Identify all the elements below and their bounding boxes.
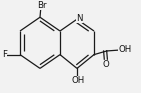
Text: F: F — [2, 50, 7, 59]
Text: OH: OH — [71, 76, 84, 85]
Text: N: N — [76, 14, 83, 23]
Text: OH: OH — [118, 45, 132, 54]
Text: O: O — [103, 60, 109, 69]
Text: Br: Br — [37, 1, 46, 10]
